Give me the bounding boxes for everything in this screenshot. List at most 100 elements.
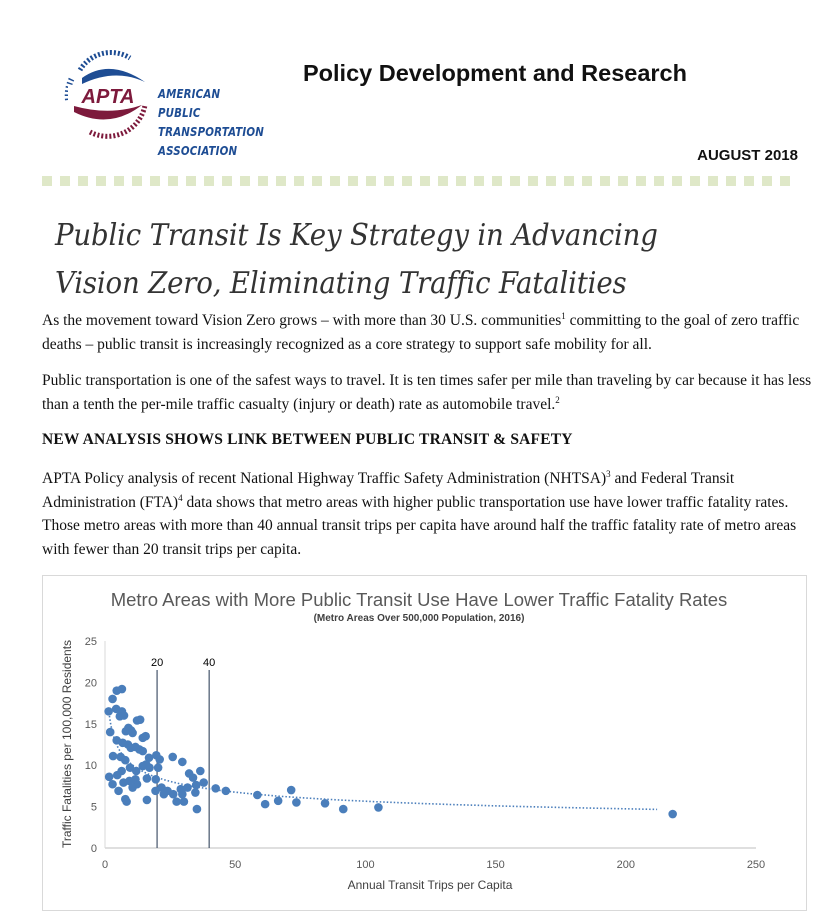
text: data shows that metro areas with higher … [42, 493, 797, 558]
x-tick-label: 100 [356, 859, 374, 871]
data-point [138, 746, 148, 756]
data-point [191, 788, 200, 797]
y-tick-label: 0 [91, 843, 97, 855]
divider-dot [78, 176, 88, 186]
footnote-ref[interactable]: 1 [561, 310, 566, 321]
divider-dot [492, 176, 502, 186]
y-tick-label: 10 [85, 760, 97, 772]
divider-dot [132, 176, 142, 186]
data-point [135, 715, 145, 724]
divider-dot [510, 176, 520, 186]
y-tick-label: 25 [85, 636, 97, 648]
divider-dot [186, 176, 196, 186]
text: APTA Policy analysis of recent National … [42, 470, 607, 487]
data-point [374, 803, 383, 812]
footnote-ref[interactable]: 3 [606, 468, 611, 479]
data-point [131, 774, 140, 784]
divider-dot [222, 176, 232, 186]
trendline [107, 708, 658, 811]
divider-dot [312, 176, 322, 186]
footnote-ref[interactable]: 4 [178, 492, 183, 503]
divider-dot [60, 176, 70, 186]
data-point [188, 773, 198, 782]
org-name-line: ASSOCIATION [158, 143, 238, 158]
data-point [104, 772, 114, 782]
data-point [221, 786, 231, 796]
reference-line-label: 20 [151, 657, 163, 669]
data-point [128, 728, 137, 738]
divider-dot [168, 176, 178, 186]
logo-text: APTA [81, 86, 135, 108]
data-point [178, 757, 187, 767]
data-point [168, 789, 178, 799]
data-point [125, 763, 135, 772]
x-tick-label: 50 [229, 859, 241, 871]
divider-dot [708, 176, 718, 186]
data-point [141, 731, 150, 741]
divider-dot [384, 176, 394, 186]
data-point [144, 753, 154, 763]
data-point [112, 770, 122, 780]
data-point [121, 755, 130, 765]
footnote-ref[interactable]: 2 [555, 394, 560, 405]
divider-dot [42, 176, 52, 186]
reference-line-label: 40 [203, 657, 215, 669]
scatter-chart: Metro Areas with More Public Transit Use… [60, 589, 765, 892]
divider-dot [438, 176, 448, 186]
divider-dot [600, 176, 610, 186]
divider-dot [150, 176, 160, 186]
data-point [286, 785, 296, 795]
x-tick-label: 250 [747, 859, 765, 871]
chart-subtitle: (Metro Areas Over 500,000 Population, 20… [314, 613, 525, 624]
chart-title: Metro Areas with More Public Transit Use… [111, 589, 728, 610]
paragraph-2: Public transportation is one of the safe… [42, 369, 812, 416]
data-point [145, 763, 154, 772]
divider-dot [780, 176, 790, 186]
divider-dot [330, 176, 340, 186]
data-point [178, 789, 187, 799]
publication-title: Policy Development and Research [303, 60, 687, 86]
divider-dot [258, 176, 268, 186]
divider-dot [618, 176, 628, 186]
text: committing to the goal of zero traffic d… [42, 312, 800, 353]
data-point [105, 727, 115, 737]
y-axis-label: Traffic Fatalities per 100,000 Residents [60, 640, 74, 848]
paragraph-3: APTA Policy analysis of recent National … [42, 467, 812, 561]
divider-dot [546, 176, 556, 186]
data-point [191, 780, 201, 790]
data-point [192, 804, 202, 814]
chart: Metro Areas with More Public Transit Use… [42, 575, 807, 911]
data-point [142, 795, 152, 805]
divider-dot [762, 176, 772, 186]
data-point [104, 707, 113, 716]
data-point [179, 797, 189, 806]
text: and Federal Transit Administration (FTA) [42, 470, 735, 511]
data-point [253, 790, 262, 800]
data-point [338, 804, 348, 814]
data-point [122, 797, 131, 806]
data-point [153, 763, 163, 772]
divider-dot [348, 176, 358, 186]
divider-dot [636, 176, 646, 186]
data-point [260, 799, 270, 809]
divider-dot [528, 176, 538, 186]
data-point [108, 751, 118, 761]
data-point [117, 684, 127, 694]
divider-dot [96, 176, 106, 186]
divider-dot [672, 176, 682, 186]
dotted-divider [42, 176, 802, 187]
divider-dot [744, 176, 754, 186]
data-point [151, 774, 161, 784]
divider-dot [204, 176, 214, 186]
data-point [292, 798, 301, 807]
x-tick-label: 200 [617, 859, 635, 871]
divider-dot [276, 176, 286, 186]
divider-dot [582, 176, 592, 186]
data-point [114, 786, 123, 796]
org-name: AMERICAN PUBLIC TRANSPORTATION ASSOCIATI… [158, 84, 264, 160]
y-tick-label: 5 [91, 802, 97, 814]
y-tick-label: 20 [85, 677, 97, 689]
y-tick-label: 15 [85, 719, 97, 731]
divider-dot [294, 176, 304, 186]
data-point [183, 783, 192, 792]
